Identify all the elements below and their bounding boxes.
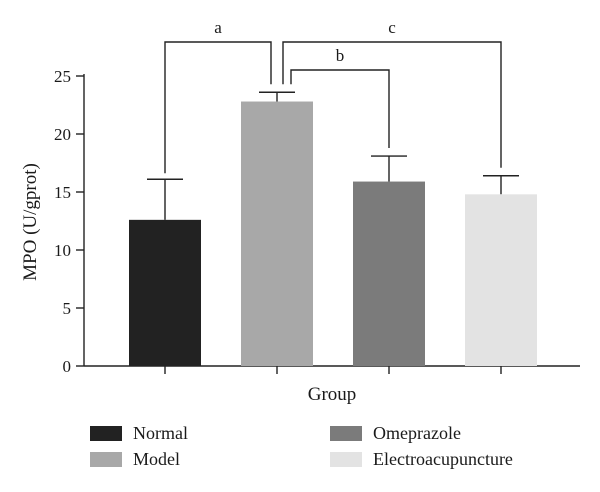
plot-area: 0 5 10 15 20 25 a b c (54, 18, 580, 376)
significance-bracket-a (164, 41, 272, 174)
y-axis-title: MPO (U/gprot) (20, 163, 41, 281)
x-axis-title: Group (308, 384, 357, 405)
legend-label-model: Model (133, 449, 180, 469)
legend-swatch-normal (90, 426, 122, 441)
legend: Normal Model Omeprazole Electroacupuncture (90, 423, 513, 469)
significance-label-b: b (336, 46, 345, 65)
bar-model (241, 101, 313, 367)
significance-label-a: a (214, 18, 222, 37)
legend-label-electroacupuncture: Electroacupuncture (373, 449, 513, 469)
y-tick-label: 25 (54, 67, 71, 86)
y-tick-label: 0 (63, 357, 72, 376)
legend-label-omeprazole: Omeprazole (373, 423, 461, 443)
significance-bracket-b (290, 69, 390, 149)
significance-bracket-c (282, 41, 502, 168)
legend-swatch-model (90, 452, 122, 467)
legend-label-normal: Normal (133, 423, 188, 443)
legend-swatch-electroacupuncture (330, 452, 362, 467)
y-tick-label: 15 (54, 183, 71, 202)
bar-omeprazole (353, 181, 425, 366)
bar-electroacupuncture (465, 194, 537, 366)
significance-label-c: c (388, 18, 396, 37)
bar-normal (129, 219, 201, 366)
y-tick-label: 20 (54, 125, 71, 144)
y-tick-label: 10 (54, 241, 71, 260)
y-tick-label: 5 (63, 299, 72, 318)
legend-swatch-omeprazole (330, 426, 362, 441)
